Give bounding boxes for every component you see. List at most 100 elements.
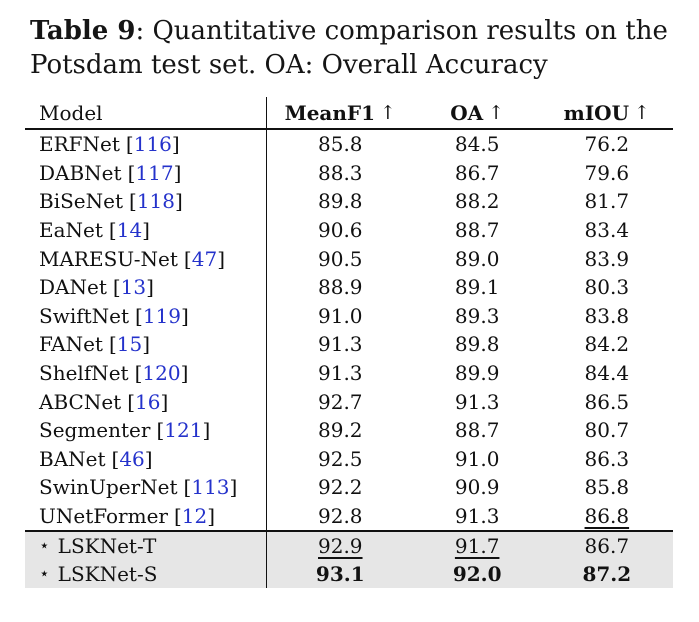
citation-link[interactable]: 116 (133, 132, 172, 157)
miou-value: 86.8 (584, 504, 630, 529)
citation-link[interactable]: 14 (116, 218, 143, 243)
miou-value: 83.8 (584, 303, 630, 328)
meanf1-value: 90.5 (318, 246, 363, 271)
model-name: ShelfNet (39, 361, 129, 386)
table-row: BANet [46] 92.5 91.0 86.3 (25, 444, 673, 474)
citation: [47] (184, 247, 225, 271)
citation-link[interactable]: 120 (142, 361, 181, 386)
model-name: DABNet (39, 160, 122, 185)
model-name: BANet (39, 446, 106, 471)
table-row-lsknet-t: ⋆ LSKNet-T 92.9 91.7 86.7 (25, 530, 673, 560)
model-name: BiSeNet (39, 189, 124, 214)
column-header-model-label: Model (39, 100, 103, 125)
citation-link[interactable]: 12 (181, 504, 208, 529)
citation-bracket: ] (173, 160, 182, 185)
citation-bracket: ] (217, 246, 225, 271)
citation: [15] (109, 332, 150, 356)
model-name: LSKNet-S (57, 561, 158, 586)
miou-value: 76.2 (584, 132, 630, 157)
table-header-row: Model MeanF1 ↑ OA ↑ mIOU ↑ (25, 97, 673, 130)
citation-bracket: [ (156, 418, 165, 443)
citation-link[interactable]: 13 (120, 275, 147, 300)
table-row: ShelfNet [120] 91.3 89.9 84.4 (25, 358, 673, 388)
table-row: SwinUperNet [113] 92.2 90.9 85.8 (25, 473, 673, 502)
citation-link[interactable]: 15 (116, 332, 143, 357)
citation: [113] (184, 475, 238, 499)
up-arrow-icon: ↑ (634, 101, 650, 124)
column-header-miou: mIOU ↑ (541, 97, 673, 128)
miou-value: 86.7 (584, 533, 630, 558)
citation-link[interactable]: 16 (135, 389, 161, 414)
citation-link[interactable]: 46 (119, 446, 145, 471)
oa-value: 89.1 (454, 275, 500, 300)
model-name: FANet (39, 332, 103, 357)
miou-value: 79.6 (584, 160, 630, 185)
column-header-miou-label: mIOU (563, 100, 630, 125)
model-cell: ABCNet [16] (25, 387, 267, 416)
citation: [13] (113, 275, 154, 299)
oa-value: 89.8 (454, 332, 500, 357)
citation: [14] (109, 218, 150, 242)
miou-value: 81.7 (584, 189, 630, 214)
meanf1-value: 89.2 (318, 418, 363, 443)
citation: [46] (112, 447, 153, 471)
table-row: SwiftNet [119] 91.0 89.3 83.8 (25, 301, 673, 331)
citation: [116] (126, 132, 180, 156)
star-icon: ⋆ (39, 535, 50, 556)
model-cell: ⋆ LSKNet-T (25, 532, 267, 560)
model-cell: BANet [46] (25, 444, 267, 474)
citation-bracket: [ (112, 275, 121, 300)
model-cell: BiSeNet [118] (25, 187, 267, 216)
miou-value: 84.2 (584, 332, 630, 357)
table-row: ERFNet [116] 85.8 84.5 76.2 (25, 130, 673, 159)
up-arrow-icon: ↑ (488, 101, 505, 124)
meanf1-value: 91.3 (318, 361, 363, 386)
meanf1-value: 89.8 (318, 189, 363, 214)
meanf1-value: 90.6 (318, 218, 363, 243)
model-cell: ShelfNet [120] (25, 358, 267, 388)
citation: [117] (128, 161, 182, 185)
citation-bracket: [ (135, 303, 143, 328)
oa-value: 91.3 (454, 504, 500, 529)
column-header-oa: OA ↑ (414, 97, 541, 128)
citation-link[interactable]: 117 (135, 160, 174, 185)
miou-value: 84.4 (584, 361, 630, 386)
meanf1-value: 92.7 (318, 389, 363, 414)
column-header-oa-label: OA (450, 100, 484, 125)
oa-value: 89.3 (454, 303, 500, 328)
meanf1-value: 92.2 (318, 475, 363, 500)
table-row: DABNet [117] 88.3 86.7 79.6 (25, 158, 673, 188)
model-name: UNetFormer (39, 504, 168, 529)
table-row: MARESU-Net [47] 90.5 89.0 83.9 (25, 244, 673, 273)
model-name: ABCNet (39, 389, 122, 414)
citation-bracket: [ (127, 389, 135, 414)
citation-bracket: [ (108, 332, 117, 357)
table-row: Segmenter [121] 89.2 88.7 80.7 (25, 415, 673, 445)
citation-link[interactable]: 118 (136, 189, 176, 214)
model-cell: FANet [15] (25, 330, 267, 359)
meanf1-value: 93.1 (315, 561, 365, 586)
oa-value: 86.7 (454, 160, 500, 185)
column-header-model: Model (25, 97, 267, 128)
caption-text-line1: : Quantitative comparison results on the (135, 16, 668, 46)
citation-link[interactable]: 47 (191, 246, 218, 271)
citation-bracket: [ (183, 475, 192, 500)
meanf1-value: 88.3 (318, 160, 363, 185)
oa-value: 89.0 (454, 246, 500, 271)
model-cell: DANet [13] (25, 272, 267, 302)
meanf1-value: 92.5 (318, 446, 363, 471)
citation-bracket: ] (142, 332, 151, 357)
up-arrow-icon: ↑ (380, 101, 396, 124)
model-name: EaNet (39, 218, 103, 243)
table-row: DANet [13] 88.9 89.1 80.3 (25, 272, 673, 302)
citation-link[interactable]: 119 (142, 303, 182, 328)
oa-value: 88.7 (454, 418, 500, 443)
oa-value: 91.7 (454, 533, 500, 558)
citation-link[interactable]: 113 (191, 475, 230, 500)
model-cell: EaNet [14] (25, 215, 267, 245)
citation-bracket: [ (129, 189, 137, 214)
citation-link[interactable]: 121 (164, 418, 203, 443)
miou-value: 80.3 (584, 275, 630, 300)
column-header-meanf1: MeanF1 ↑ (267, 97, 414, 128)
